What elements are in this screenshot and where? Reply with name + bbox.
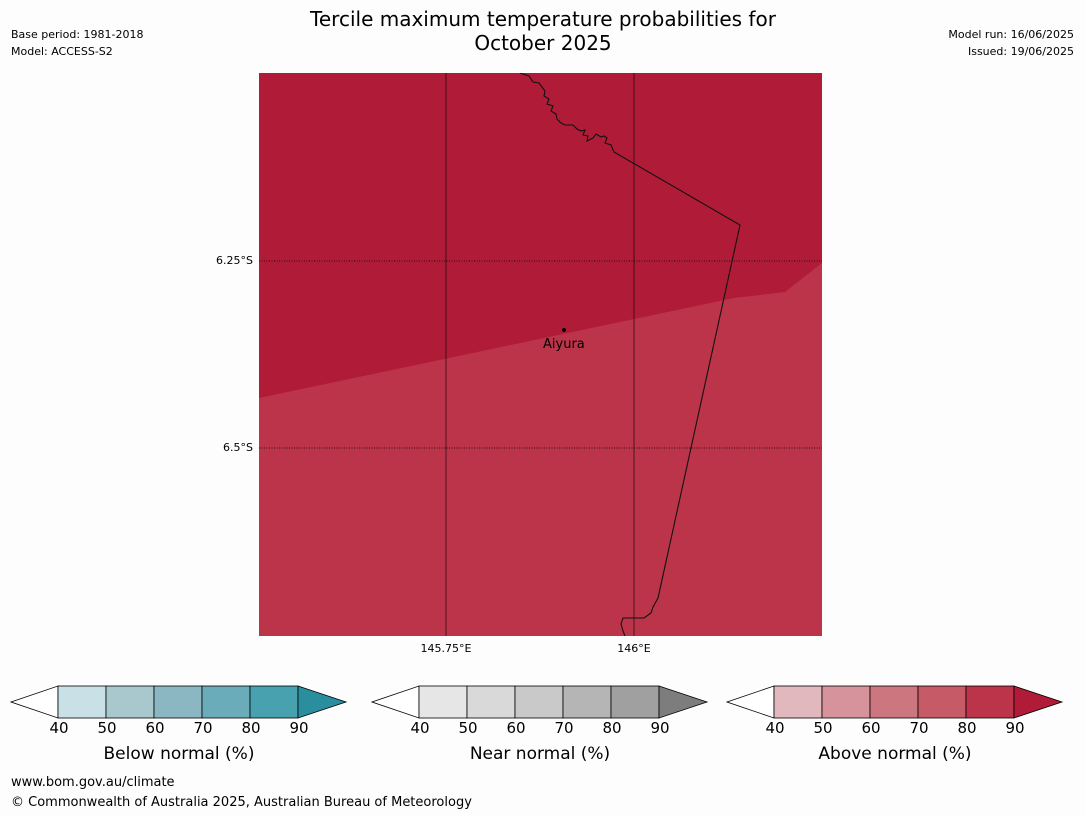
title-line-2: October 2025 (474, 31, 612, 55)
below-segment-1 (105, 685, 155, 719)
below-extend-low (10, 685, 59, 719)
lon-label-146: 146°E (617, 642, 651, 655)
above-segment-1 (821, 685, 871, 719)
above-tick-40: 40 (765, 719, 785, 737)
legend-above-label: Above normal (%) (818, 744, 972, 764)
region-above-70-80 (259, 263, 822, 636)
above-tick-60: 60 (861, 719, 881, 737)
above-extend-low (726, 685, 775, 719)
near-segment-0 (418, 685, 468, 719)
above-tick-50: 50 (813, 719, 833, 737)
near-segment-2 (514, 685, 564, 719)
above-tick-80: 80 (957, 719, 977, 737)
near-segment-4 (610, 685, 660, 719)
above-segment-2 (869, 685, 919, 719)
near-extend-high (658, 685, 709, 719)
near-tick-90: 90 (650, 719, 670, 737)
near-tick-50: 50 (458, 719, 478, 737)
colorbar-near-segments (371, 685, 709, 719)
near-segment-3 (562, 685, 612, 719)
below-extend-high (297, 685, 348, 719)
above-segment-0 (773, 685, 823, 719)
below-tick-40: 40 (49, 719, 69, 737)
colorbar-above-segments (726, 685, 1064, 719)
colorbar-below-segments (10, 685, 348, 719)
above-segment-3 (917, 685, 967, 719)
below-segment-2 (153, 685, 203, 719)
below-tick-70: 70 (193, 719, 213, 737)
lat-label-6-5: 6.5°S (223, 441, 253, 454)
below-tick-50: 50 (97, 719, 117, 737)
below-segment-3 (201, 685, 251, 719)
below-tick-90: 90 (289, 719, 309, 737)
below-segment-0 (57, 685, 107, 719)
near-tick-70: 70 (554, 719, 574, 737)
above-tick-70: 70 (909, 719, 929, 737)
above-extend-high (1013, 685, 1064, 719)
below-segment-4 (249, 685, 299, 719)
legend-near-label: Near normal (%) (469, 744, 611, 764)
base-period-text: Base period: 1981-2018 (11, 28, 144, 41)
lat-label-6-25: 6.25°S (216, 254, 253, 267)
footer-copyright: © Commonwealth of Australia 2025, Austra… (11, 795, 472, 810)
colorbar-below (10, 685, 348, 719)
place-label: Aiyura (543, 337, 585, 352)
map-title: Tercile maximum temperature probabilitie… (243, 7, 843, 55)
issued-text: Issued: 19/06/2025 (967, 45, 1074, 58)
probability-map (259, 73, 822, 636)
near-extend-low (371, 685, 420, 719)
model-text: Model: ACCESS-S2 (11, 45, 113, 58)
boundary-line (519, 73, 741, 636)
lon-label-145-75: 145.75°E (420, 642, 472, 655)
colorbar-above (726, 685, 1064, 719)
colorbar-near (371, 685, 709, 719)
near-segment-1 (466, 685, 516, 719)
footer-url: www.bom.gov.au/climate (11, 775, 175, 790)
below-tick-80: 80 (241, 719, 261, 737)
near-tick-40: 40 (410, 719, 430, 737)
title-line-1: Tercile maximum temperature probabilitie… (310, 7, 776, 31)
near-tick-60: 60 (506, 719, 526, 737)
header-left-meta: Base period: 1981-2018 Model: ACCESS-S2 (11, 26, 143, 60)
legend-below-label: Below normal (%) (103, 744, 255, 764)
near-tick-80: 80 (602, 719, 622, 737)
above-segment-4 (965, 685, 1015, 719)
header-right-meta: Model run: 16/06/2025 Issued: 19/06/2025 (948, 26, 1074, 60)
below-tick-60: 60 (145, 719, 165, 737)
model-run-text: Model run: 16/06/2025 (948, 28, 1074, 41)
above-tick-90: 90 (1005, 719, 1025, 737)
place-dot (562, 328, 566, 332)
